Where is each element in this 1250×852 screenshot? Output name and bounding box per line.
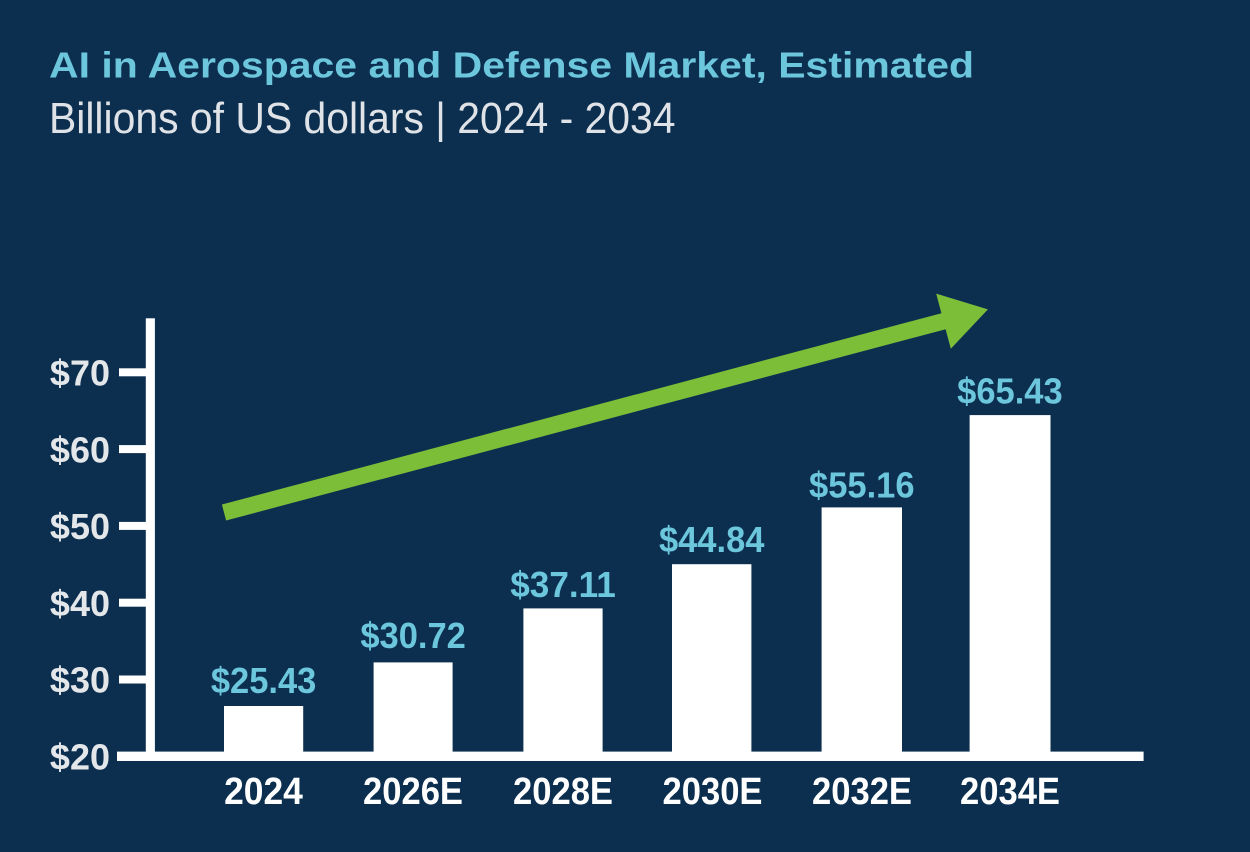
svg-text:$30: $30 <box>50 660 110 701</box>
svg-text:2032E: 2032E <box>812 771 912 813</box>
svg-text:$44.84: $44.84 <box>659 519 765 560</box>
svg-text:2030E: 2030E <box>663 771 763 813</box>
svg-text:$55.16: $55.16 <box>809 464 915 505</box>
svg-text:$40: $40 <box>50 583 110 624</box>
svg-text:2034E: 2034E <box>960 771 1060 813</box>
svg-text:$25.43: $25.43 <box>211 660 317 701</box>
svg-text:AI in Aerospace and Defense Ma: AI in Aerospace and Defense Market, Esti… <box>49 45 974 86</box>
svg-text:2028E: 2028E <box>513 771 613 813</box>
svg-text:$37.11: $37.11 <box>510 564 616 605</box>
svg-text:2024: 2024 <box>224 771 303 813</box>
svg-text:$30.72: $30.72 <box>360 615 466 656</box>
svg-text:$60: $60 <box>50 429 110 470</box>
svg-text:$65.43: $65.43 <box>957 371 1063 412</box>
svg-text:$50: $50 <box>50 506 110 547</box>
svg-text:$20: $20 <box>50 737 110 778</box>
svg-text:Billions of US dollars | 2024: Billions of US dollars | 2024 - 2034 <box>49 95 676 143</box>
svg-text:2026E: 2026E <box>363 771 463 813</box>
svg-text:$70: $70 <box>50 353 110 394</box>
